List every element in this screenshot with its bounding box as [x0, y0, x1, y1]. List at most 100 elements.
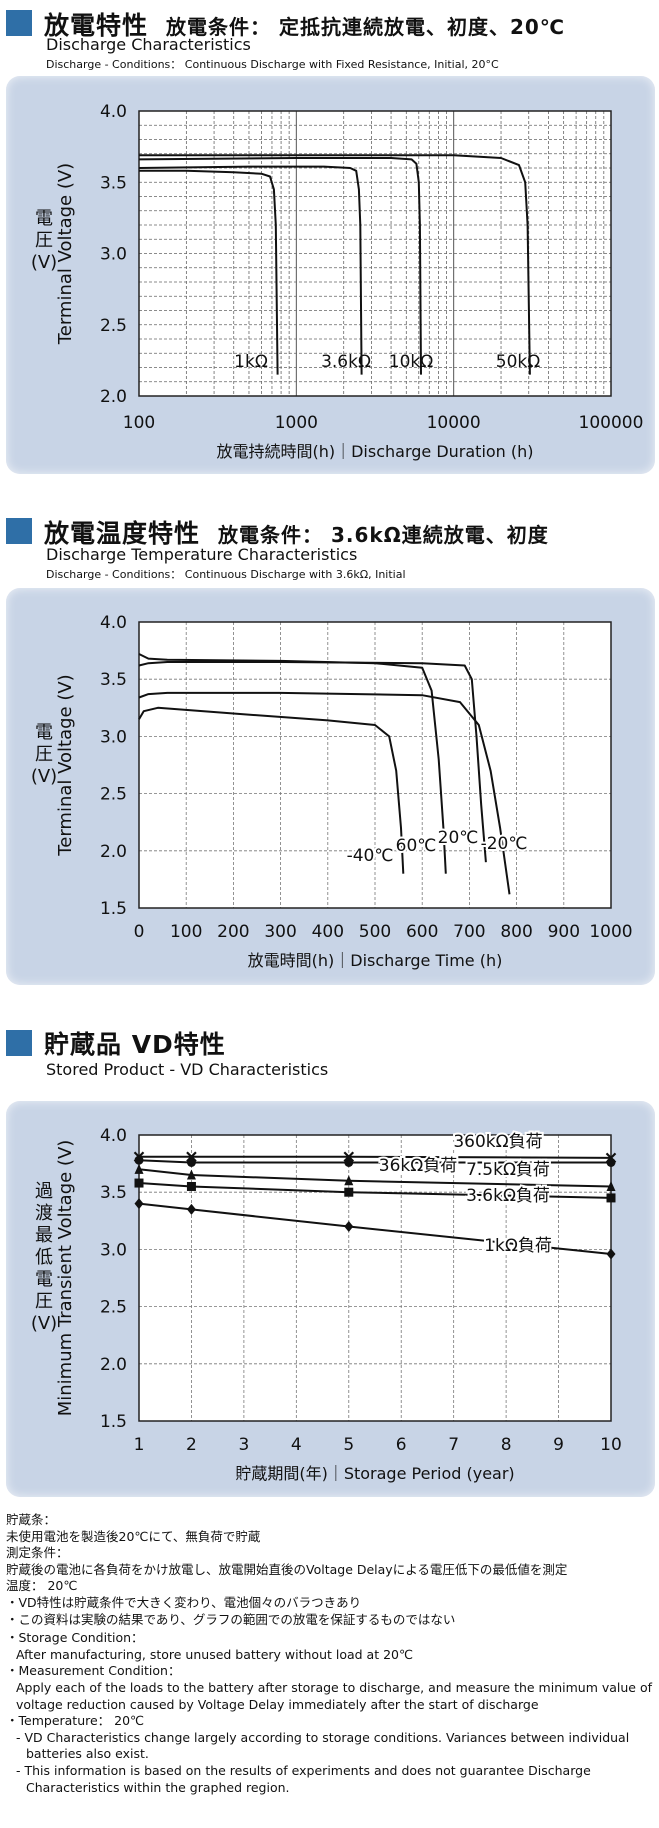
temperature-chart: 1.5 2.0 2.5 3.0 3.5 4.0 0 100 200 300 400 500 600 700…	[31, 613, 633, 970]
data-point	[606, 1248, 616, 1260]
y-axis-label-jp: 圧	[35, 230, 53, 251]
y-axis-label: Minimum Transient Voltage (V)	[55, 1140, 76, 1417]
x-axis-label: 放電時間(h)｜Discharge Time (h)	[248, 951, 503, 970]
y-tick-label: 3.0	[100, 1240, 127, 1260]
note-line: ・VD特性は貯蔵条件で大きく変わり、電池個々のバラつきあり	[6, 1594, 362, 1610]
series-label: 20℃	[438, 828, 479, 848]
data-point	[186, 1181, 196, 1191]
x-tick-label: 0	[134, 922, 145, 942]
series-line-0	[138, 706, 405, 874]
note-line: ・この資料は実験の結果であり、グラフの範囲での放電を保証するものではない	[6, 1611, 456, 1627]
x-tick-label: 500	[359, 922, 391, 942]
section-title-en: Discharge Characteristics	[46, 35, 251, 54]
y-axis-label-jp: 渡	[35, 1203, 53, 1224]
plot-area	[139, 1135, 611, 1421]
series-line-4	[138, 1202, 612, 1255]
x-axis-label: 放電持続時間(h)｜Discharge Duration (h)	[216, 442, 533, 461]
note-line: - This information is based on the resul…	[16, 1762, 591, 1778]
series-label: 1kΩ負荷	[484, 1236, 552, 1256]
series-label: 10kΩ	[389, 352, 433, 372]
section-condition-jp: 放電条件： 3.6kΩ連続放電、初度	[218, 523, 549, 547]
series-label: 7.5kΩ負荷	[466, 1160, 550, 1180]
y-axis-label-jp: 電	[35, 1269, 53, 1290]
x-tick-label: 3	[238, 1435, 249, 1455]
note-line: 測定条件：	[6, 1545, 69, 1561]
y-tick-label: 2.5	[100, 785, 127, 805]
x-tick-label: 100000	[579, 413, 644, 433]
section-title-jp: 放電特性	[44, 11, 149, 40]
y-tick-label: 3.5	[100, 670, 127, 690]
data-point	[134, 1198, 144, 1210]
series-label: 1kΩ	[234, 352, 268, 372]
x-tick-label: 8	[501, 1435, 512, 1455]
x-tick-label: 1000	[275, 413, 318, 433]
y-axis-label-jp: 電	[35, 722, 53, 743]
data-point	[606, 1157, 616, 1167]
x-tick-label: 800	[500, 922, 532, 942]
series-label: 360kΩ負荷	[453, 1132, 542, 1152]
y-tick-label: 2.5	[100, 316, 127, 336]
x-tick-label: 700	[453, 922, 485, 942]
y-tick-label: 4.0	[100, 102, 127, 122]
y-tick-label: 3.0	[100, 727, 127, 747]
data-point	[134, 1178, 144, 1188]
chart-panel-stored: 1.5 2.0 2.5 3.0 3.5 4.0 1 2 3 4 5 6 7 8 9 10 過渡最低電圧 (V) Mi…	[6, 1101, 655, 1497]
note-line: ・Storage Condition：	[6, 1630, 144, 1646]
note-line: 未使用電池を製造後20℃にて、無負荷で貯蔵	[6, 1528, 261, 1544]
x-tick-label: 10000	[427, 413, 481, 433]
x-tick-label: 1	[134, 1435, 145, 1455]
section-marker	[6, 1030, 32, 1056]
series-label: 36kΩ負荷	[379, 1156, 457, 1176]
x-tick-label: 900	[548, 922, 580, 942]
plot-frame	[138, 621, 612, 909]
x-tick-label: 600	[406, 922, 438, 942]
y-tick-label: 2.0	[100, 1355, 127, 1375]
y-axis-label-jp: (V)	[31, 1313, 57, 1334]
series-line-2	[138, 1168, 612, 1188]
series-label: 3.6kΩ負荷	[466, 1186, 550, 1206]
series-label: -40℃	[347, 846, 394, 866]
y-tick-label: 3.5	[100, 1183, 127, 1203]
series-label: -20℃	[481, 834, 528, 854]
x-tick-label: 400	[312, 922, 344, 942]
x-tick-label: 9	[553, 1435, 564, 1455]
x-tick-label: 6	[396, 1435, 407, 1455]
x-tick-label: 5	[343, 1435, 354, 1455]
note-line: ・Measurement Condition：	[6, 1663, 181, 1679]
data-point	[344, 1157, 354, 1167]
y-axis-label-jp: 圧	[35, 1291, 53, 1312]
data-point	[134, 1155, 144, 1165]
chart-panel-temperature: 1.5 2.0 2.5 3.0 3.5 4.0 0 100 200 300 400 500 600 700…	[6, 588, 655, 985]
y-axis-label: Terminal Voltage (V)	[55, 163, 76, 345]
y-axis-label-jp: 圧	[35, 744, 53, 765]
y-tick-label: 2.5	[100, 1298, 127, 1318]
data-point	[186, 1169, 196, 1180]
data-point	[606, 1180, 616, 1191]
chart-panel-discharge: 2.0 2.5 3.0 3.5 4.0 100 1000 10000 100000 電圧 (V) Te…	[6, 76, 655, 474]
plot-frame	[138, 110, 612, 397]
data-point	[606, 1193, 616, 1203]
series-line-0	[139, 1155, 612, 1159]
y-tick-label: 4.0	[100, 1126, 127, 1146]
y-tick-label: 3.0	[100, 245, 127, 265]
data-point	[344, 1221, 354, 1233]
series-line-2	[138, 661, 487, 863]
plot-frame	[138, 1134, 612, 1422]
section-title-jp: 放電温度特性	[44, 519, 201, 548]
y-axis-label-jp: (V)	[31, 766, 57, 787]
data-point	[344, 1175, 354, 1186]
x-axis-label: 貯蔵期間(年)｜Storage Period (year)	[235, 1464, 514, 1483]
x-tick-label: 2	[186, 1435, 197, 1455]
y-axis-label-jp: 低	[35, 1247, 53, 1268]
section-title-en: Discharge Temperature Characteristics	[46, 545, 358, 564]
x-tick-label: 7	[448, 1435, 459, 1455]
y-axis-label-jp: (V)	[31, 252, 57, 273]
x-tick-label: 10	[600, 1435, 622, 1455]
note-line: voltage reduction caused by Voltage Dela…	[16, 1696, 539, 1712]
section-title-en: Stored Product - VD Characteristics	[46, 1060, 329, 1079]
section-condition-jp: 放電条件： 定抵抗連続放電、初度、20℃	[166, 15, 566, 39]
note-line: 温度： 20℃	[6, 1578, 78, 1594]
y-tick-label: 2.0	[100, 842, 127, 862]
x-tick-label: 200	[217, 922, 249, 942]
x-tick-label: 300	[264, 922, 296, 942]
